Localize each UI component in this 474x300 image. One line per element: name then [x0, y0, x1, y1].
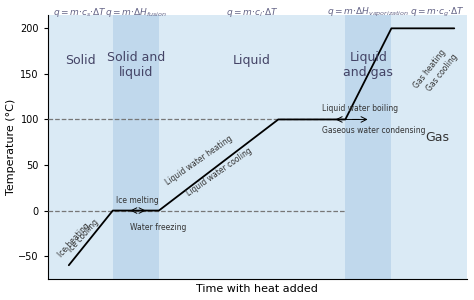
Text: Liquid water boiling: Liquid water boiling	[322, 104, 399, 113]
Text: Liquid: Liquid	[233, 54, 271, 67]
Text: $q=m{\cdot}c_l{\cdot}\Delta T$: $q=m{\cdot}c_l{\cdot}\Delta T$	[226, 6, 278, 19]
Text: Ice heating: Ice heating	[56, 221, 91, 259]
X-axis label: Time with heat added: Time with heat added	[196, 284, 318, 294]
Text: Liquid water cooling: Liquid water cooling	[185, 146, 254, 198]
Text: Gaseous water condensing: Gaseous water condensing	[322, 126, 426, 135]
Text: $q=m{\cdot}c_s{\cdot}\Delta T$: $q=m{\cdot}c_s{\cdot}\Delta T$	[53, 6, 107, 19]
Text: Liquid
and gas: Liquid and gas	[344, 51, 393, 79]
Y-axis label: Temperature (°C): Temperature (°C)	[6, 99, 16, 195]
Text: Gas heating: Gas heating	[412, 48, 448, 90]
Text: Gas: Gas	[426, 131, 449, 144]
Text: Gas cooling: Gas cooling	[425, 52, 460, 93]
Bar	[113, 15, 159, 279]
Text: $q=m{\cdot}c_g{\cdot}\Delta T$: $q=m{\cdot}c_g{\cdot}\Delta T$	[410, 6, 465, 19]
Text: $q=m{\cdot}\Delta H_{fusion}$: $q=m{\cdot}\Delta H_{fusion}$	[105, 6, 167, 19]
Bar	[346, 15, 392, 279]
Text: Liquid water heating: Liquid water heating	[164, 134, 234, 187]
Text: Water freezing: Water freezing	[129, 223, 186, 232]
Bar	[48, 15, 113, 279]
Text: Solid: Solid	[65, 54, 95, 67]
Text: Ice melting: Ice melting	[116, 196, 158, 205]
Text: Solid and
liquid: Solid and liquid	[107, 51, 165, 79]
Text: $q=m{\cdot}\Delta H_{vaporization}$: $q=m{\cdot}\Delta H_{vaporization}$	[328, 6, 410, 19]
Bar	[392, 15, 467, 279]
Bar	[159, 15, 346, 279]
Text: Ice cooling: Ice cooling	[66, 218, 100, 254]
